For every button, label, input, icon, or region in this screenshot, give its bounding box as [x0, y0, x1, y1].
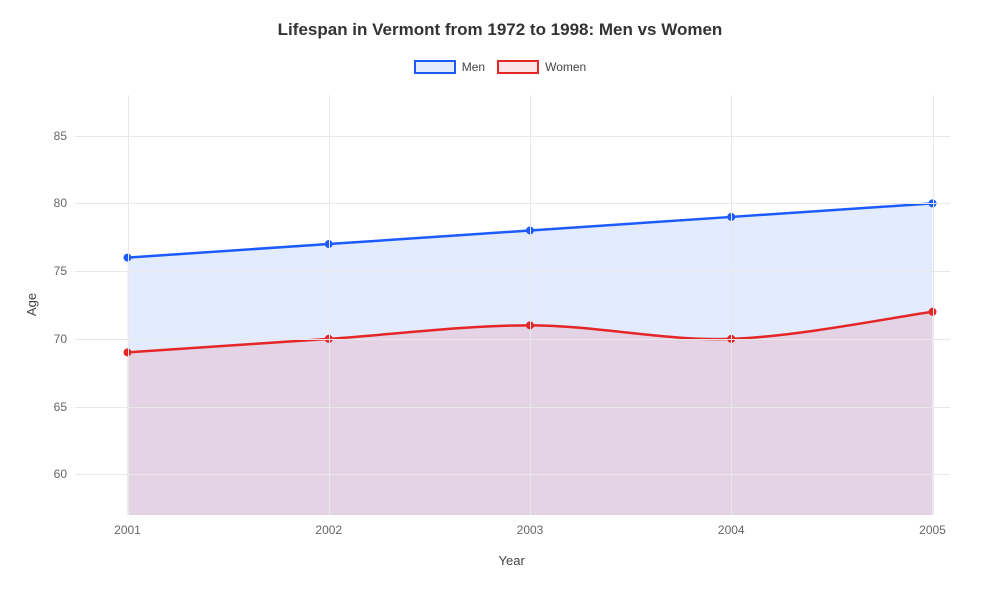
grid-line-vertical: [731, 95, 732, 515]
x-tick-label: 2004: [718, 523, 745, 537]
grid-line-horizontal: [75, 271, 950, 272]
x-axis-label: Year: [499, 553, 525, 568]
grid-line-vertical: [329, 95, 330, 515]
y-tick-label: 65: [54, 400, 67, 414]
legend-label-men: Men: [462, 60, 485, 74]
y-tick-label: 70: [54, 332, 67, 346]
x-tick-label: 2001: [114, 523, 141, 537]
grid-line-horizontal: [75, 407, 950, 408]
legend-item-men: Men: [414, 60, 485, 74]
grid-line-horizontal: [75, 203, 950, 204]
legend: Men Women: [0, 60, 1000, 74]
chart-container: Lifespan in Vermont from 1972 to 1998: M…: [0, 0, 1000, 600]
y-tick-label: 80: [54, 196, 67, 210]
legend-label-women: Women: [545, 60, 586, 74]
y-tick-label: 75: [54, 264, 67, 278]
x-tick-label: 2005: [919, 523, 946, 537]
chart-title: Lifespan in Vermont from 1972 to 1998: M…: [0, 20, 1000, 40]
grid-line-horizontal: [75, 474, 950, 475]
grid-line-horizontal: [75, 136, 950, 137]
legend-item-women: Women: [497, 60, 586, 74]
grid-line-vertical: [530, 95, 531, 515]
y-tick-label: 85: [54, 129, 67, 143]
grid-line-vertical: [128, 95, 129, 515]
x-tick-label: 2003: [517, 523, 544, 537]
legend-swatch-men: [414, 60, 456, 74]
legend-swatch-women: [497, 60, 539, 74]
y-tick-label: 60: [54, 467, 67, 481]
x-tick-label: 2002: [315, 523, 342, 537]
plot-area: 20012002200320042005606570758085: [75, 95, 950, 515]
grid-line-horizontal: [75, 339, 950, 340]
grid-line-vertical: [933, 95, 934, 515]
data-layer: [75, 95, 950, 515]
y-axis-label: Age: [24, 293, 39, 316]
